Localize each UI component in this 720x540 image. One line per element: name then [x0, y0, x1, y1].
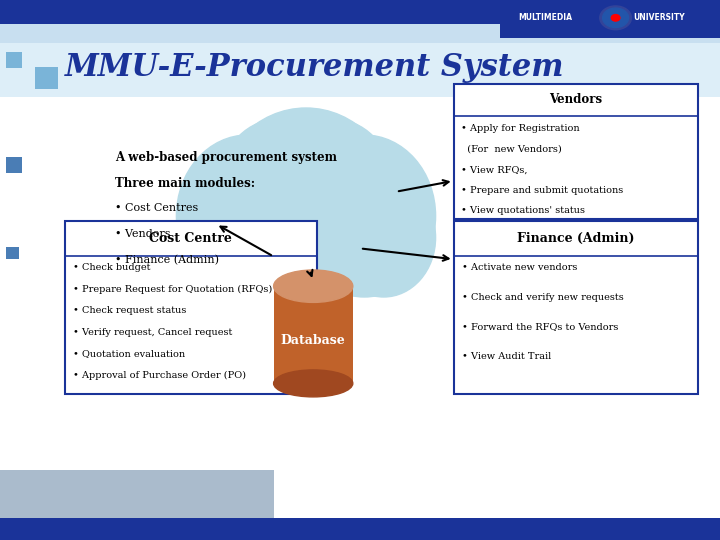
Text: • View quotations' status: • View quotations' status	[461, 206, 585, 215]
Ellipse shape	[215, 108, 397, 302]
Text: • View Audit Trail: • View Audit Trail	[462, 352, 552, 361]
Text: • Forward the RFQs to Vendors: • Forward the RFQs to Vendors	[462, 322, 618, 332]
Text: • Approval of Purchase Order (PO): • Approval of Purchase Order (PO)	[73, 371, 246, 380]
Circle shape	[603, 8, 629, 28]
Text: Finance (Admin): Finance (Admin)	[517, 232, 635, 245]
Text: • Check and verify new requests: • Check and verify new requests	[462, 293, 624, 302]
FancyBboxPatch shape	[65, 221, 317, 394]
FancyBboxPatch shape	[35, 66, 58, 89]
Ellipse shape	[274, 270, 353, 302]
Circle shape	[611, 15, 620, 21]
FancyBboxPatch shape	[6, 52, 22, 68]
Text: • Vendors: • Vendors	[115, 229, 171, 239]
Text: Three main modules:: Three main modules:	[115, 177, 256, 190]
Text: UNIVERSITY: UNIVERSITY	[634, 14, 685, 22]
Text: MULTIMEDIA: MULTIMEDIA	[518, 14, 572, 22]
Ellipse shape	[241, 184, 371, 313]
FancyBboxPatch shape	[0, 518, 720, 540]
Text: MMU-E-Procurement System: MMU-E-Procurement System	[65, 52, 564, 83]
Text: • Apply for Registration: • Apply for Registration	[461, 124, 580, 133]
FancyBboxPatch shape	[0, 0, 720, 24]
Text: • Verify request, Cancel request: • Verify request, Cancel request	[73, 328, 233, 337]
Text: A web-based procurement system: A web-based procurement system	[115, 151, 337, 164]
Ellipse shape	[176, 135, 319, 297]
Text: Database: Database	[281, 334, 346, 347]
FancyBboxPatch shape	[0, 43, 720, 97]
FancyBboxPatch shape	[6, 247, 19, 259]
Text: • Quotation evaluation: • Quotation evaluation	[73, 349, 186, 359]
Text: • Check budget: • Check budget	[73, 263, 151, 272]
FancyBboxPatch shape	[454, 84, 698, 219]
FancyBboxPatch shape	[0, 470, 274, 518]
Ellipse shape	[176, 178, 280, 297]
Text: • Finance (Admin): • Finance (Admin)	[115, 255, 219, 265]
Text: • Prepare Request for Quotation (RFQs): • Prepare Request for Quotation (RFQs)	[73, 285, 273, 294]
Text: • Check request status: • Check request status	[73, 306, 186, 315]
FancyBboxPatch shape	[6, 157, 22, 173]
FancyBboxPatch shape	[500, 0, 720, 38]
Text: (For  new Vendors): (For new Vendors)	[461, 145, 562, 154]
Text: • Cost Centres: • Cost Centres	[115, 203, 199, 213]
Text: Cost Centre: Cost Centre	[149, 232, 233, 245]
Ellipse shape	[293, 135, 436, 297]
FancyBboxPatch shape	[274, 286, 353, 383]
FancyBboxPatch shape	[454, 221, 698, 394]
Ellipse shape	[274, 370, 353, 397]
Text: • View RFQs,: • View RFQs,	[461, 165, 527, 174]
FancyBboxPatch shape	[0, 0, 720, 65]
Ellipse shape	[222, 119, 338, 238]
Text: Vendors: Vendors	[549, 93, 603, 106]
Ellipse shape	[332, 178, 436, 297]
Text: • Activate new vendors: • Activate new vendors	[462, 263, 577, 272]
Ellipse shape	[274, 119, 390, 238]
Text: • Prepare and submit quotations: • Prepare and submit quotations	[461, 186, 623, 195]
Circle shape	[600, 6, 631, 30]
